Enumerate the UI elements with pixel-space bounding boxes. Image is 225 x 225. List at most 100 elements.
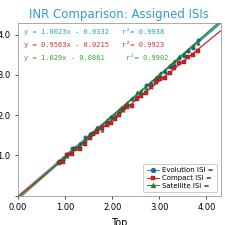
Point xyxy=(182,53,186,56)
Point xyxy=(105,118,108,122)
Point xyxy=(117,108,121,112)
Point xyxy=(113,117,116,121)
Point xyxy=(140,90,143,93)
Point xyxy=(154,77,157,81)
Point xyxy=(163,69,167,72)
Point xyxy=(74,147,77,151)
Point xyxy=(182,54,186,58)
Point xyxy=(130,97,134,101)
Legend: Evolution ISI =, Compact ISI =, Satellite ISI =: Evolution ISI =, Compact ISI =, Satellit… xyxy=(143,164,217,192)
Point xyxy=(187,48,190,52)
Point xyxy=(135,97,138,101)
Point xyxy=(105,120,108,124)
Point xyxy=(105,123,108,126)
Point xyxy=(140,92,143,95)
Point xyxy=(66,152,69,155)
Point xyxy=(78,144,82,147)
Point xyxy=(70,153,74,156)
Point xyxy=(177,56,181,60)
Point xyxy=(154,75,157,79)
Point xyxy=(196,38,200,42)
Point xyxy=(173,63,176,67)
Point xyxy=(126,102,129,105)
Point xyxy=(58,161,61,164)
Point xyxy=(92,132,95,136)
Point xyxy=(88,136,91,140)
Point xyxy=(135,95,138,99)
Point xyxy=(191,44,195,47)
Point xyxy=(70,146,74,150)
Point xyxy=(100,126,104,130)
Point xyxy=(144,86,148,90)
Point xyxy=(74,146,77,150)
Point xyxy=(158,77,162,81)
Point xyxy=(92,131,95,135)
Point xyxy=(58,159,61,162)
Point xyxy=(163,76,167,80)
Point xyxy=(61,160,65,164)
Point xyxy=(191,46,195,50)
Point xyxy=(83,142,87,146)
Point xyxy=(168,65,171,69)
Point xyxy=(130,97,134,100)
Point xyxy=(177,54,181,58)
Point xyxy=(163,70,167,74)
Point xyxy=(196,50,200,53)
Point xyxy=(126,103,129,107)
Point xyxy=(121,108,124,111)
Point xyxy=(74,146,77,150)
Text: y = 0.9563x - 0.0215   r²= 0.9923: y = 0.9563x - 0.0215 r²= 0.9923 xyxy=(24,41,164,48)
Point xyxy=(109,121,113,124)
Text: y = 1.0023x - 0.0332   r²= 0.9938: y = 1.0023x - 0.0332 r²= 0.9938 xyxy=(24,28,164,35)
Point xyxy=(121,107,124,110)
Point xyxy=(173,66,176,70)
Point xyxy=(191,53,195,57)
Point xyxy=(187,56,190,59)
Point xyxy=(100,124,104,128)
Point xyxy=(135,90,138,94)
Point xyxy=(187,50,190,53)
Point xyxy=(149,82,153,85)
Point xyxy=(113,113,116,117)
Point xyxy=(100,128,104,131)
Point xyxy=(58,160,61,163)
Point xyxy=(95,127,99,130)
Point xyxy=(92,131,95,135)
Point xyxy=(173,60,176,63)
Point xyxy=(126,105,129,108)
Point xyxy=(154,81,157,84)
Point xyxy=(95,125,99,129)
Point xyxy=(109,115,113,119)
Point xyxy=(130,104,134,108)
X-axis label: Top: Top xyxy=(111,218,127,225)
Point xyxy=(158,76,162,79)
Title: INR Comparison: Assigned ISIs: INR Comparison: Assigned ISIs xyxy=(29,8,209,21)
Point xyxy=(168,71,171,75)
Point xyxy=(117,111,121,115)
Point xyxy=(117,113,121,116)
Point xyxy=(140,94,143,98)
Point xyxy=(70,148,74,152)
Point xyxy=(168,63,171,67)
Point xyxy=(61,157,65,161)
Point xyxy=(61,156,65,160)
Point xyxy=(95,130,99,133)
Point xyxy=(66,153,69,157)
Point xyxy=(158,72,162,75)
Point xyxy=(109,115,113,119)
Point xyxy=(88,133,91,136)
Point xyxy=(149,85,153,89)
Point xyxy=(78,147,82,151)
Point xyxy=(88,132,91,135)
Point xyxy=(66,154,69,157)
Point xyxy=(144,91,148,95)
Point xyxy=(78,142,82,146)
Point xyxy=(83,135,87,139)
Point xyxy=(144,83,148,87)
Point xyxy=(121,109,124,112)
Point xyxy=(182,60,186,64)
Point xyxy=(83,138,87,142)
Point xyxy=(196,41,200,45)
Point xyxy=(149,81,153,85)
Point xyxy=(177,61,181,65)
